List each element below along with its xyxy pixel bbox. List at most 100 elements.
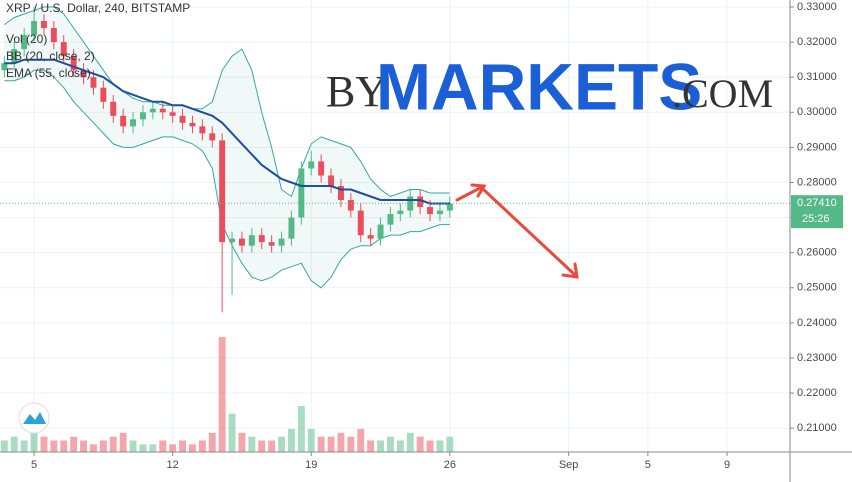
volume-bar: [10, 436, 18, 452]
watermark-main: MARKETS: [376, 49, 702, 123]
candle-body: [268, 242, 275, 246]
candle-body: [80, 70, 87, 78]
candle-body: [179, 115, 186, 123]
candle-body: [407, 196, 414, 211]
watermark-suffix: .COM: [672, 71, 773, 116]
volume-bar: [406, 432, 414, 452]
candle-body: [397, 210, 404, 215]
volume-bar: [149, 444, 157, 452]
arrow-head: [470, 183, 487, 198]
volume-bar: [287, 429, 295, 452]
volume-bar: [218, 337, 226, 452]
candle-body: [357, 210, 364, 236]
y-tick-label: 0.22000: [797, 387, 837, 399]
volume-bar: [208, 432, 216, 452]
volume-bar: [169, 444, 177, 452]
volume-bar: [327, 436, 335, 452]
y-tick-label: 0.23000: [797, 352, 837, 364]
volume-bar: [70, 436, 78, 452]
candle-body: [417, 196, 424, 208]
price-axis-bg: [790, 0, 852, 482]
volume-bar: [396, 440, 404, 452]
volume-bar: [367, 440, 375, 452]
x-tick-label: 5: [645, 459, 651, 471]
volume-bar: [347, 436, 355, 452]
countdown-label: 25:26: [802, 213, 830, 225]
arrow-down: [482, 188, 576, 276]
candle-body: [60, 42, 67, 57]
bb-upper: [4, 6, 450, 198]
ema-line: [4, 58, 450, 205]
candle-body: [169, 112, 176, 116]
candle-body: [377, 224, 384, 239]
x-tick-label: 12: [167, 459, 179, 471]
volume-bar: [89, 444, 97, 452]
last-price-box: [791, 195, 843, 229]
legend-volume: Vol (20): [6, 32, 47, 46]
candle-body: [278, 238, 285, 246]
volume-bar: [0, 440, 8, 452]
volume-bar: [426, 440, 434, 452]
legend-title: XRP / U.S. Dollar, 240, BITSTAMP: [6, 1, 190, 15]
forecast-arrows: [455, 183, 579, 279]
candle-body: [248, 235, 255, 246]
legend-ema: EMA (55, close): [6, 66, 91, 80]
x-tick-label: 26: [444, 459, 456, 471]
volume-bar: [416, 436, 424, 452]
candle-body: [347, 200, 354, 211]
bb-lower: [4, 69, 450, 289]
volume-bar: [139, 444, 147, 452]
arrow-head: [561, 262, 579, 279]
candle-body: [258, 235, 265, 243]
candle-body: [110, 101, 117, 116]
candle-body: [21, 35, 28, 50]
x-tick-label: 19: [305, 459, 317, 471]
candle-body: [367, 235, 374, 239]
volume-bar: [357, 429, 365, 452]
candle-body: [328, 175, 335, 186]
volume-bar: [30, 432, 38, 452]
volume-bar: [129, 440, 137, 452]
candle-body: [100, 87, 107, 102]
volume-bar: [436, 440, 444, 452]
volume-bar: [60, 440, 68, 452]
candle-body: [318, 161, 325, 176]
candle-body: [50, 28, 57, 43]
logo-icon: [23, 412, 46, 424]
candle-body: [229, 238, 236, 243]
volume-bar: [159, 440, 167, 452]
volume-bar: [307, 429, 315, 452]
volume-bar: [188, 444, 196, 452]
candle-body: [446, 203, 453, 211]
axes: 0.21000 0.22000 0.23000 0.24000 0.25000 0.260…: [31, 1, 843, 471]
bb-band: [4, 7, 450, 288]
candle-body: [159, 108, 166, 113]
candle-body: [308, 161, 315, 169]
candle-body: [387, 214, 394, 225]
candle-body: [120, 115, 127, 127]
time-axis-bg: [0, 452, 852, 482]
last-price-label: 0.27410: [797, 197, 837, 209]
volume-bar: [119, 432, 127, 452]
y-tick-label: 0.26000: [797, 247, 837, 259]
x-tick-label: Sep: [559, 459, 579, 471]
logo: [18, 402, 50, 434]
volume-bar: [317, 436, 325, 452]
volume-bar: [179, 440, 187, 452]
arrow-up: [455, 185, 484, 202]
y-tick-label: 0.29000: [797, 141, 837, 153]
volume-bar: [99, 440, 107, 452]
candle-body: [298, 168, 305, 218]
candle-body: [70, 56, 77, 71]
candle-body: [40, 21, 47, 29]
volume-bar: [228, 413, 236, 452]
legend: XRP / U.S. Dollar, 240, BITSTAMP Vol (20…: [6, 1, 190, 80]
volume-bar: [20, 440, 28, 452]
volume-bar: [50, 440, 58, 452]
y-tick-label: 0.31000: [797, 71, 837, 83]
y-tick-label: 0.30000: [797, 106, 837, 118]
candle-body: [209, 133, 216, 141]
